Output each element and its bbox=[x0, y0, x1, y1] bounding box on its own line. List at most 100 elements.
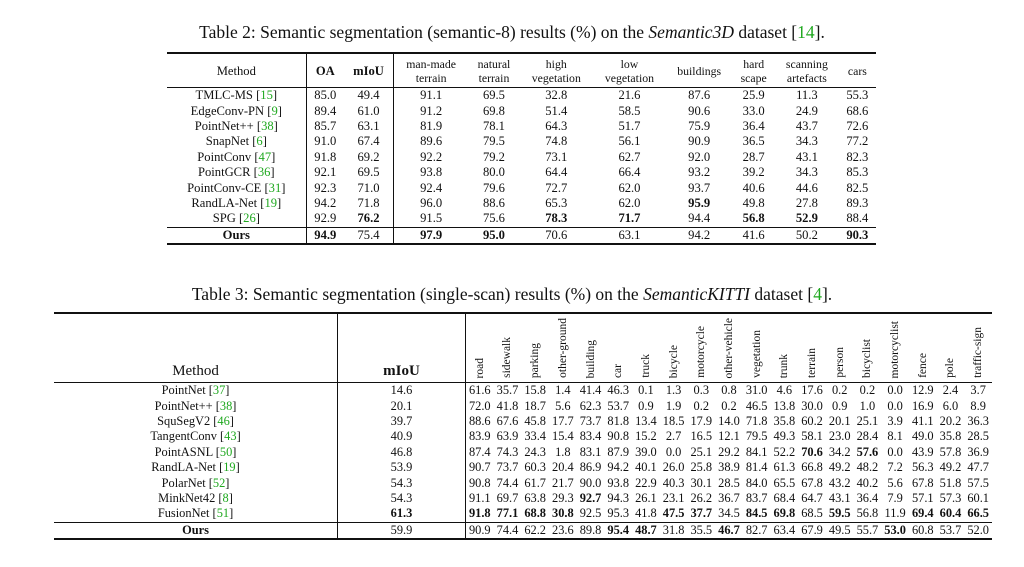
citation-link[interactable]: 51 bbox=[216, 506, 230, 521]
value-cell: 89.8 bbox=[576, 521, 605, 540]
value-cell: 43.9 bbox=[911, 444, 934, 459]
value-cell: 53.7 bbox=[936, 521, 965, 540]
citation-link[interactable]: 47 bbox=[258, 149, 272, 164]
value-cell: 43.2 bbox=[828, 475, 851, 490]
value-cell: 65.5 bbox=[773, 475, 796, 490]
value-cell: 33.0 bbox=[742, 103, 765, 118]
table3-header-class: sidewalk bbox=[493, 312, 522, 383]
value-cell: 90.8 bbox=[468, 475, 491, 490]
value-cell: 36.4 bbox=[742, 118, 765, 133]
value-cell: 80.0 bbox=[482, 165, 505, 180]
value-cell: 81.4 bbox=[745, 460, 768, 475]
citation-link[interactable]: 50 bbox=[219, 444, 233, 459]
value-cell: 59.9 bbox=[337, 521, 466, 540]
table3-caption-suffix: ]. bbox=[821, 284, 833, 304]
table2-caption-mid: dataset [ bbox=[733, 22, 798, 42]
table2-caption-suffix: ]. bbox=[814, 22, 825, 42]
value-cell: 65.3 bbox=[545, 195, 568, 210]
value-cell: 90.9 bbox=[465, 521, 494, 540]
value-cell: 40.6 bbox=[742, 180, 765, 195]
table3-header-class-label: bicycle bbox=[667, 344, 680, 378]
value-cell: 49.2 bbox=[939, 460, 962, 475]
method-cell: PointASNL [50] bbox=[54, 444, 339, 460]
value-cell: 67.8 bbox=[911, 475, 934, 490]
value-cell: 77.1 bbox=[496, 506, 519, 521]
value-cell: 35.8 bbox=[939, 429, 962, 444]
table3-header-class-label: traffic-sign bbox=[972, 327, 985, 378]
value-cell: 53.0 bbox=[881, 521, 909, 540]
citation-link[interactable]: 19 bbox=[264, 195, 278, 210]
citation-link[interactable]: 9 bbox=[271, 103, 278, 118]
value-cell: 71.7 bbox=[618, 211, 641, 226]
method-name: TMLC-MS [ bbox=[195, 88, 261, 103]
value-cell: 33.4 bbox=[524, 429, 546, 444]
method-cell: PointConv [47] bbox=[167, 149, 307, 165]
value-cell: 1.4 bbox=[555, 383, 571, 398]
citation-link[interactable]: 31 bbox=[268, 180, 282, 195]
citation-bracket: ] bbox=[271, 149, 276, 164]
table3-header-row: Method mIoU road sidewalk parking other-groun… bbox=[54, 312, 992, 383]
value-cell: 30.8 bbox=[552, 506, 574, 521]
value-cell: 90.0 bbox=[579, 475, 602, 490]
citation-link[interactable]: 19 bbox=[223, 460, 236, 475]
value-cell: 20.1 bbox=[337, 398, 466, 414]
table3-header-class-label: road bbox=[473, 357, 486, 378]
value-cell: 94.3 bbox=[607, 490, 630, 505]
value-cell: 46.3 bbox=[607, 383, 630, 398]
citation-link[interactable]: 36 bbox=[257, 165, 271, 180]
value-cell: 94.9 bbox=[306, 226, 345, 245]
citation-link[interactable]: 46 bbox=[217, 413, 230, 428]
citation-link[interactable]: 8 bbox=[222, 490, 229, 505]
table3-header-class-label: other-vehicle bbox=[722, 317, 735, 378]
value-cell: 76.2 bbox=[344, 211, 395, 228]
value-cell: 92.7 bbox=[579, 490, 602, 505]
citation-link[interactable]: 38 bbox=[261, 118, 274, 133]
value-cell: 1.9 bbox=[665, 398, 682, 413]
value-cell: 74.3 bbox=[496, 444, 519, 459]
citation-link[interactable]: 26 bbox=[243, 211, 256, 226]
citation-bracket: ] bbox=[225, 475, 230, 490]
value-cell: 41.8 bbox=[496, 398, 519, 413]
value-cell: 75.9 bbox=[688, 118, 711, 133]
value-cell: 91.2 bbox=[420, 103, 443, 118]
value-cell: 8.1 bbox=[887, 429, 903, 444]
value-cell: 12.1 bbox=[718, 429, 740, 444]
method-cell: PolarNet [52] bbox=[54, 475, 339, 491]
value-cell: 57.3 bbox=[939, 490, 962, 505]
citation-link[interactable]: 52 bbox=[212, 475, 226, 490]
value-cell: 28.5 bbox=[967, 429, 989, 444]
table-row: PolarNet [52] 54.3 90.8 74.4 61.7 21.7 90.0 93.… bbox=[54, 475, 992, 491]
citation-bracket: ] bbox=[277, 195, 282, 210]
value-cell: 62.2 bbox=[521, 521, 549, 540]
table3-caption-mid: dataset [ bbox=[750, 284, 814, 304]
value-cell: 15.4 bbox=[552, 429, 574, 444]
value-cell: 84.5 bbox=[745, 506, 768, 521]
table-row: EdgeConv-PN [9] 89.4 61.0 91.2 69.8 51.4 58.5 9… bbox=[167, 103, 876, 119]
table-row: TangentConv [43] 40.9 83.9 63.9 33.4 15.4 83.4… bbox=[54, 429, 992, 445]
table3-header-class: fence bbox=[908, 312, 937, 383]
value-cell: 16.9 bbox=[911, 398, 934, 413]
value-cell: 73.7 bbox=[496, 460, 519, 475]
table2-caption-citation[interactable]: 14 bbox=[797, 22, 815, 42]
citation-link[interactable]: 43 bbox=[224, 429, 237, 444]
citation-link[interactable]: 15 bbox=[260, 88, 273, 103]
value-cell: 34.3 bbox=[795, 165, 818, 180]
value-cell: 0.0 bbox=[887, 383, 903, 398]
value-cell: 36.7 bbox=[718, 490, 740, 505]
value-cell: 67.8 bbox=[801, 475, 823, 490]
table3-header-class: car bbox=[604, 312, 633, 383]
citation-bracket: ] bbox=[281, 180, 286, 195]
value-cell: 25.9 bbox=[742, 88, 765, 103]
method-cell: TangentConv [43] bbox=[54, 429, 339, 445]
value-cell: 20.2 bbox=[939, 413, 962, 428]
value-cell: 68.5 bbox=[801, 506, 823, 521]
table-row: PointConv [47] 91.8 69.2 92.2 79.2 73.1 62.7 92… bbox=[167, 149, 876, 165]
value-cell: 51.7 bbox=[618, 118, 641, 133]
method-cell: MinkNet42 [8] bbox=[54, 490, 339, 507]
citation-link[interactable]: 6 bbox=[256, 134, 263, 149]
table3-caption-citation[interactable]: 4 bbox=[813, 284, 822, 304]
citation-link[interactable]: 37 bbox=[212, 383, 226, 398]
value-cell: 69.8 bbox=[773, 506, 796, 521]
citation-link[interactable]: 38 bbox=[219, 398, 233, 413]
value-cell: 49.0 bbox=[911, 429, 934, 444]
